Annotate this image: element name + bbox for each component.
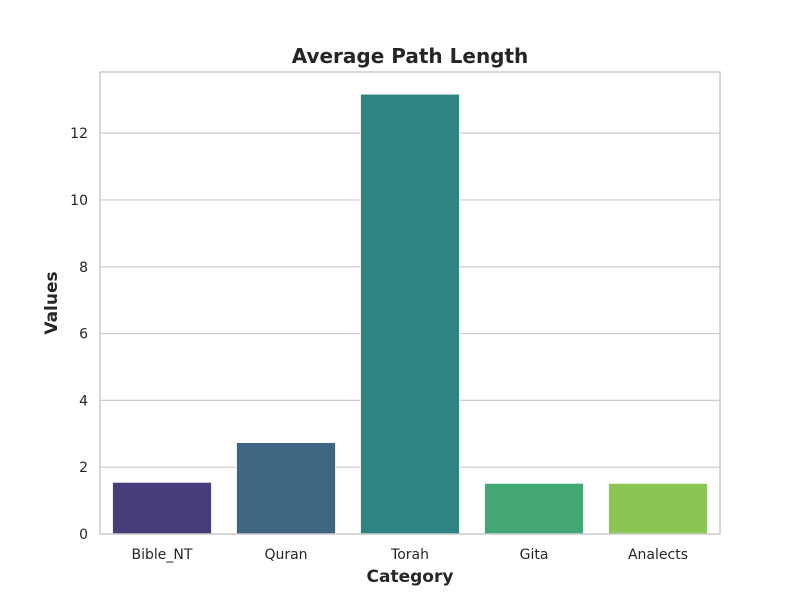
bars (111, 93, 709, 535)
y-axis-label: Values (42, 271, 62, 334)
y-tick-label: 10 (70, 193, 88, 209)
x-tick-label: Gita (520, 547, 549, 563)
x-axis-label: Category (367, 567, 454, 587)
plot-frame (99, 71, 721, 535)
y-tick-label: 0 (79, 527, 88, 543)
x-axis-ticks: Bible_NT Quran Torah Gita Analects (132, 547, 688, 563)
bar-bible-nt (111, 481, 213, 535)
bar-torah (359, 93, 461, 535)
x-tick-label: Bible_NT (132, 547, 193, 563)
y-tick-label: 2 (79, 460, 88, 476)
chart-title: Average Path Length (292, 44, 529, 68)
x-tick-label: Analects (628, 547, 688, 563)
x-tick-label: Quran (264, 547, 307, 563)
y-tick-label: 6 (79, 327, 88, 343)
bar-gita (483, 482, 585, 535)
y-tick-label: 4 (79, 393, 88, 409)
y-tick-label: 12 (70, 126, 88, 142)
y-tick-label: 8 (79, 260, 88, 276)
y-axis-ticks: 0 2 4 6 8 10 12 (70, 126, 88, 543)
x-tick-label: Torah (390, 547, 429, 563)
bar-quran (235, 441, 337, 535)
bar-analects (607, 482, 709, 535)
